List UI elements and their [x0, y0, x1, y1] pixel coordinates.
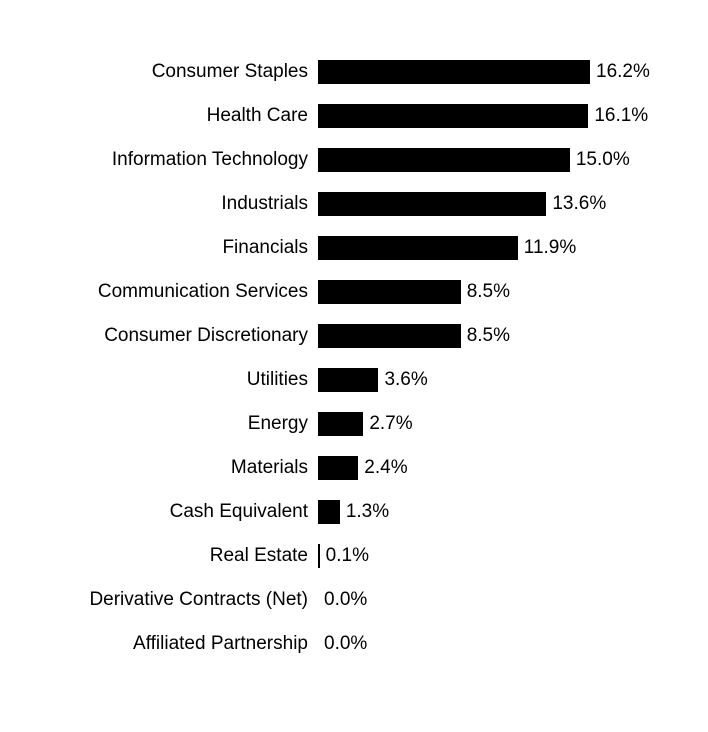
- value-label: 0.0%: [324, 633, 367, 655]
- value-label: 13.6%: [552, 193, 606, 215]
- category-label: Affiliated Partnership: [133, 633, 308, 655]
- category-label: Industrials: [221, 193, 308, 215]
- category-label: Information Technology: [112, 149, 308, 171]
- bar: [318, 104, 588, 128]
- chart-row: Information Technology 15.0%: [0, 138, 708, 182]
- bar: [318, 148, 570, 172]
- category-label: Utilities: [247, 369, 308, 391]
- bar: [318, 280, 461, 304]
- chart-row: Health Care 16.1%: [0, 94, 708, 138]
- value-label: 0.1%: [326, 545, 369, 567]
- chart-row: Affiliated Partnership 0.0%: [0, 622, 708, 666]
- chart-row: Materials 2.4%: [0, 446, 708, 490]
- category-label: Communication Services: [98, 281, 308, 303]
- category-label: Consumer Staples: [152, 61, 308, 83]
- value-label: 0.0%: [324, 589, 367, 611]
- value-label: 2.4%: [364, 457, 407, 479]
- bar: [318, 60, 590, 84]
- bar: [318, 236, 518, 260]
- category-label: Derivative Contracts (Net): [89, 589, 308, 611]
- category-label: Financials: [222, 237, 308, 259]
- value-label: 16.2%: [596, 61, 650, 83]
- chart-row: Utilities 3.6%: [0, 358, 708, 402]
- chart-row: Cash Equivalent 1.3%: [0, 490, 708, 534]
- chart-row: Derivative Contracts (Net) 0.0%: [0, 578, 708, 622]
- category-label: Consumer Discretionary: [104, 325, 308, 347]
- allocation-bar-chart: Consumer Staples 16.2% Health Care 16.1% Inf…: [0, 0, 708, 732]
- category-label: Materials: [231, 457, 308, 479]
- value-label: 8.5%: [467, 281, 510, 303]
- bar: [318, 324, 461, 348]
- category-label: Energy: [248, 413, 308, 435]
- bar: [318, 192, 546, 216]
- chart-row: Industrials 13.6%: [0, 182, 708, 226]
- category-label: Real Estate: [210, 545, 308, 567]
- value-label: 11.9%: [524, 237, 576, 259]
- chart-row: Communication Services 8.5%: [0, 270, 708, 314]
- category-label: Health Care: [207, 105, 308, 127]
- bar: [318, 544, 320, 568]
- bar: [318, 368, 378, 392]
- bar: [318, 412, 363, 436]
- chart-row: Energy 2.7%: [0, 402, 708, 446]
- value-label: 15.0%: [576, 149, 630, 171]
- value-label: 16.1%: [594, 105, 648, 127]
- value-label: 1.3%: [346, 501, 389, 523]
- chart-row: Consumer Discretionary 8.5%: [0, 314, 708, 358]
- chart-row: Consumer Staples 16.2%: [0, 50, 708, 94]
- value-label: 2.7%: [369, 413, 412, 435]
- bar: [318, 456, 358, 480]
- chart-row: Financials 11.9%: [0, 226, 708, 270]
- chart-row: Real Estate 0.1%: [0, 534, 708, 578]
- value-label: 8.5%: [467, 325, 510, 347]
- bar: [318, 500, 340, 524]
- value-label: 3.6%: [384, 369, 427, 391]
- category-label: Cash Equivalent: [170, 501, 308, 523]
